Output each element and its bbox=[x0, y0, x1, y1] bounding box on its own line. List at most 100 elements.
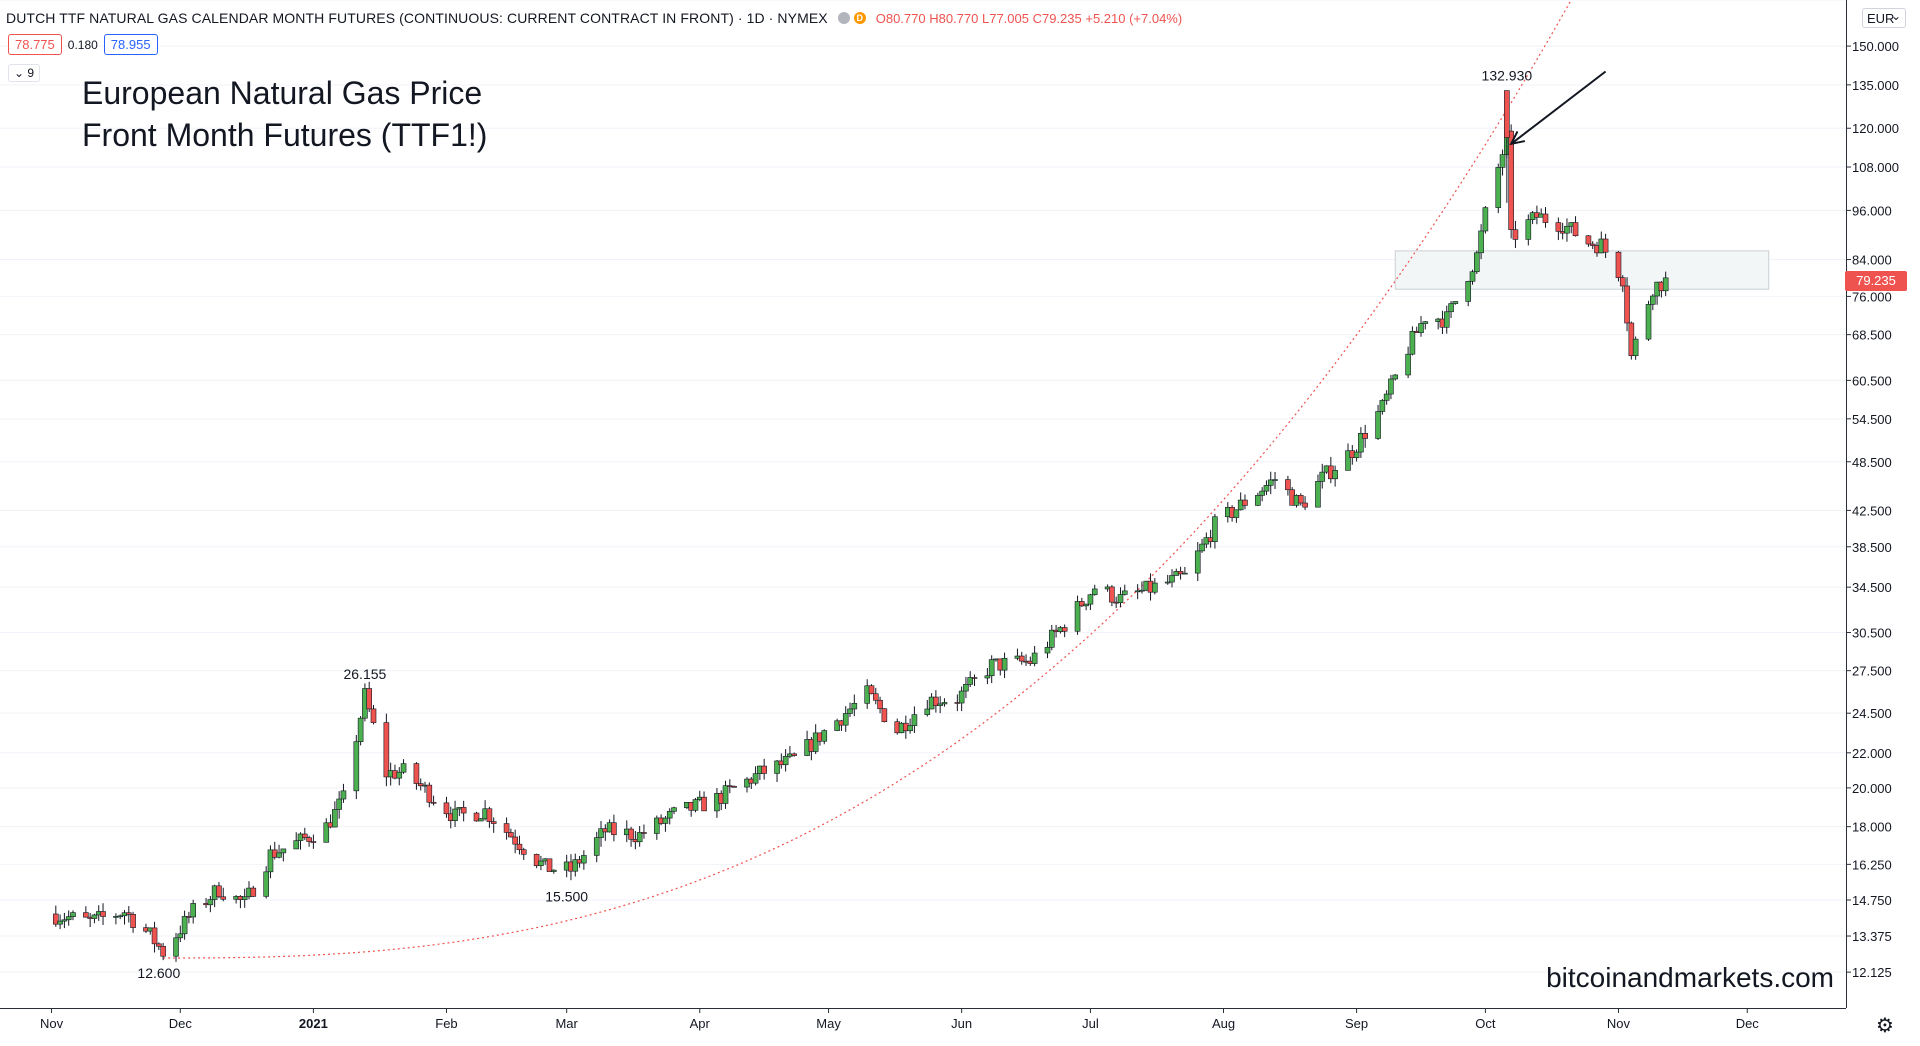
candle bbox=[160, 942, 166, 961]
candle bbox=[280, 848, 287, 862]
indicators-toggle[interactable]: ⌄ 9 bbox=[8, 64, 41, 82]
candle bbox=[1182, 566, 1188, 575]
candle-body bbox=[276, 852, 282, 858]
price-tick-label: 135.000 bbox=[1852, 78, 1899, 93]
candle bbox=[216, 882, 222, 899]
candle bbox=[636, 825, 643, 847]
time-tick-label: Feb bbox=[435, 1016, 457, 1031]
candle bbox=[1499, 149, 1506, 176]
candle bbox=[550, 869, 557, 874]
candle-body bbox=[1469, 271, 1476, 282]
candle bbox=[57, 914, 63, 930]
bid-button[interactable]: 78.775 bbox=[8, 34, 62, 55]
candle bbox=[1482, 205, 1489, 234]
candle bbox=[400, 759, 407, 774]
time-tick-label: May bbox=[816, 1016, 841, 1031]
settings-gear-icon[interactable]: ⚙ bbox=[1876, 1015, 1894, 1037]
candle bbox=[336, 791, 342, 819]
candle-body bbox=[641, 832, 647, 834]
candle bbox=[1345, 443, 1351, 471]
candle-body bbox=[151, 927, 158, 945]
candle-body bbox=[847, 708, 853, 714]
candle-body bbox=[1632, 338, 1639, 357]
arrow-head bbox=[1509, 130, 1526, 146]
candle bbox=[1405, 346, 1411, 379]
price-annotation: 132.930 bbox=[1482, 68, 1533, 84]
candle-body bbox=[413, 763, 420, 784]
candle-body bbox=[598, 828, 604, 838]
candle bbox=[1117, 587, 1124, 608]
symbol-title[interactable]: DUTCH TTF NATURAL GAS CALENDAR MONTH FUT… bbox=[6, 10, 828, 26]
candle bbox=[1169, 569, 1175, 588]
candle bbox=[1083, 603, 1089, 611]
candle-body bbox=[216, 885, 222, 898]
currency-select[interactable]: EUR bbox=[1862, 6, 1906, 28]
candle-body bbox=[701, 796, 707, 812]
candle bbox=[70, 910, 76, 921]
candle-body bbox=[1422, 321, 1429, 324]
price-tick-label: 108.000 bbox=[1852, 160, 1899, 175]
candle bbox=[100, 903, 106, 925]
candle bbox=[1525, 214, 1532, 246]
candle bbox=[662, 815, 669, 832]
price-tick-label: 27.500 bbox=[1852, 664, 1892, 679]
candle-body bbox=[1662, 277, 1669, 292]
candle bbox=[864, 679, 870, 709]
candle-body bbox=[400, 763, 407, 773]
price-tick-label: 18.000 bbox=[1852, 820, 1892, 835]
candle-body bbox=[1362, 433, 1368, 439]
candle bbox=[868, 684, 875, 695]
candle-body bbox=[1585, 235, 1592, 245]
candle bbox=[1388, 374, 1394, 400]
candle bbox=[671, 806, 677, 815]
candle-body bbox=[654, 817, 660, 834]
candle bbox=[1452, 301, 1459, 305]
candle-body bbox=[490, 821, 497, 824]
candle bbox=[1233, 509, 1240, 523]
annotations: 132.930 26.155 15.500 12.600 bbox=[137, 68, 1532, 981]
candle bbox=[872, 687, 879, 705]
candle-body bbox=[1121, 590, 1128, 595]
candle-body bbox=[1091, 588, 1098, 596]
ask-button[interactable]: 78.955 bbox=[103, 34, 158, 55]
candle bbox=[1358, 427, 1364, 458]
candle-body bbox=[593, 837, 600, 856]
price-tick-label: 14.750 bbox=[1852, 893, 1892, 908]
candle bbox=[1662, 271, 1669, 297]
candle bbox=[1353, 449, 1360, 462]
candle-body bbox=[1405, 353, 1411, 376]
candle bbox=[847, 702, 853, 718]
price-annotation: 12.600 bbox=[137, 965, 180, 981]
candle bbox=[332, 801, 338, 828]
candle-body bbox=[430, 801, 437, 804]
candle bbox=[834, 718, 840, 732]
price-tick-label: 84.000 bbox=[1852, 253, 1892, 268]
candle bbox=[1589, 241, 1596, 250]
candle-body bbox=[671, 807, 677, 812]
candle-body bbox=[1499, 154, 1506, 168]
candle-body bbox=[1383, 393, 1390, 401]
candle bbox=[581, 850, 587, 870]
candle-body bbox=[396, 771, 403, 779]
title-line-1: European Natural Gas Price bbox=[82, 75, 483, 111]
candle bbox=[1152, 578, 1158, 595]
candle-body bbox=[1358, 433, 1364, 453]
candle bbox=[413, 762, 420, 790]
candle-body bbox=[1255, 495, 1261, 506]
candle bbox=[1121, 584, 1128, 596]
candle bbox=[1302, 496, 1308, 510]
candle-body bbox=[1645, 304, 1652, 340]
candle bbox=[1319, 463, 1326, 489]
candle bbox=[53, 905, 59, 927]
candle-body bbox=[173, 937, 179, 957]
candle bbox=[1478, 224, 1484, 260]
candle-body bbox=[1259, 490, 1265, 496]
candle bbox=[1383, 390, 1390, 405]
candle bbox=[1018, 651, 1025, 665]
candle-body bbox=[241, 896, 248, 900]
time-axis: Nov Dec 2021 Feb Mar Apr May Jun Jul Aug Sep Oct Nov… bbox=[40, 1008, 1759, 1031]
candle bbox=[1602, 233, 1609, 259]
candle-body bbox=[1087, 594, 1094, 605]
